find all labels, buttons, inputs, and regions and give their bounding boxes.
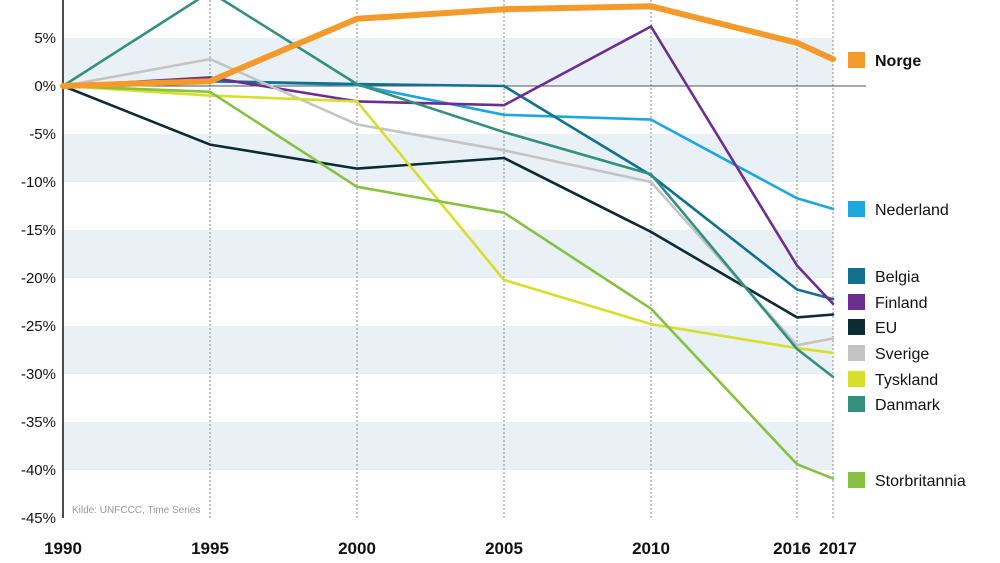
series-line-storbritannia	[61, 84, 835, 480]
legend-swatch	[848, 268, 865, 284]
y-tick-label: -25%	[21, 318, 56, 335]
series-line-sverige	[61, 57, 835, 347]
y-tick-label: 0%	[34, 78, 56, 95]
y-tick-label: -40%	[21, 462, 56, 479]
legend-item-norge: Norge	[848, 52, 921, 70]
legend-swatch	[848, 201, 865, 217]
y-axis-ticks: 5% 0% -5% -10% -15% -20% -25% -30% -35% -40% -45%	[21, 30, 56, 527]
legend-item-belgia: Belgia	[848, 268, 920, 286]
legend-label: Danmark	[875, 397, 941, 414]
legend: Norge Nederland Belgia Finland EU Sverige Tysk…	[848, 52, 966, 490]
legend-label: Tyskland	[875, 372, 938, 389]
legend-item-danmark: Danmark	[848, 396, 941, 414]
legend-item-storbritannia: Storbritannia	[848, 472, 966, 490]
series-line-norge	[60, 3, 836, 89]
legend-swatch	[848, 52, 865, 68]
legend-label: Finland	[875, 295, 927, 312]
y-tick-label: -5%	[29, 126, 56, 143]
series-line-eu	[61, 84, 835, 319]
legend-item-finland: Finland	[848, 294, 927, 312]
legend-swatch	[848, 294, 865, 310]
legend-swatch	[848, 319, 865, 335]
x-axis-ticks: 1990 1995 2000 2005 2010 2016 2017	[44, 539, 857, 558]
x-tick-label: 2000	[338, 539, 376, 558]
grid-band	[63, 326, 833, 374]
legend-item-eu: EU	[848, 319, 897, 337]
legend-label: Storbritannia	[875, 473, 966, 490]
grid-band	[63, 134, 833, 182]
y-tick-label: -35%	[21, 414, 56, 431]
series-line-finland	[61, 25, 835, 306]
legend-item-nederland: Nederland	[848, 201, 949, 219]
x-tick-label: 2005	[485, 539, 523, 558]
y-tick-label: -15%	[21, 222, 56, 239]
legend-item-sverige: Sverige	[848, 345, 929, 363]
source-note: Kilde: UNFCCC, Time Series	[72, 505, 200, 516]
series-lines	[60, 0, 836, 480]
x-tick-label: 2016	[773, 539, 811, 558]
y-tick-label: -20%	[21, 270, 56, 287]
legend-label: Norge	[875, 53, 921, 70]
y-tick-label: -45%	[21, 510, 56, 527]
legend-swatch	[848, 472, 865, 488]
y-tick-label: 5%	[34, 30, 56, 47]
y-tick-label: -10%	[21, 174, 56, 191]
series-line-tyskland	[61, 84, 835, 355]
legend-label: Nederland	[875, 202, 949, 219]
x-tick-label: 1990	[44, 539, 82, 558]
legend-label: Sverige	[875, 346, 929, 363]
legend-label: EU	[875, 320, 897, 337]
legend-swatch	[848, 396, 865, 412]
x-tick-label: 2017	[819, 539, 857, 558]
x-tick-label: 2010	[632, 539, 670, 558]
legend-label: Belgia	[875, 269, 920, 286]
grid-band	[63, 422, 833, 470]
legend-swatch	[848, 371, 865, 387]
series-line-danmark	[61, 0, 835, 379]
legend-item-tyskland: Tyskland	[848, 371, 938, 389]
x-tick-label: 1995	[191, 539, 229, 558]
y-tick-label: -30%	[21, 366, 56, 383]
legend-swatch	[848, 345, 865, 361]
